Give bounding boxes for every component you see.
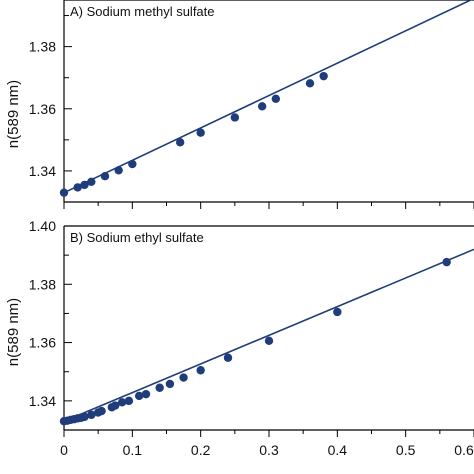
data-point [97, 406, 106, 416]
x-tick-label: 0.4 [328, 442, 348, 458]
y-axis-label: n(589 nm) [5, 298, 22, 366]
data-point [155, 383, 164, 392]
y-tick-label: 1.36 [29, 335, 56, 351]
data-point [257, 102, 267, 111]
data-point [305, 79, 315, 88]
data-point [230, 113, 240, 122]
data-point [264, 336, 274, 346]
data-point [223, 353, 233, 362]
data-point [179, 373, 188, 382]
y-tick-label: 1.40 [29, 218, 56, 234]
y-axis-label: n(589 nm) [5, 80, 22, 148]
x-tick-label: 0.1 [123, 442, 143, 458]
panel-title: A) Sodium methyl sulfate [70, 4, 215, 19]
data-point [100, 172, 110, 181]
y-tick-label: 1.34 [29, 163, 56, 179]
x-tick-label: 0 [60, 442, 68, 458]
data-point [80, 180, 89, 190]
data-point [333, 307, 342, 317]
data-point [271, 94, 281, 104]
data-point [134, 391, 144, 401]
y-tick-label: 1.38 [29, 276, 56, 292]
data-point [128, 159, 137, 169]
data-point [111, 401, 120, 410]
data-point [73, 183, 82, 192]
data-point [196, 366, 205, 375]
x-tick-label: 0.2 [191, 442, 211, 458]
data-point [117, 398, 127, 407]
panel-title: B) Sodium ethyl sulfate [70, 230, 204, 245]
data-point [59, 188, 69, 197]
panel-a: 1.34 1.36 1.38 n(589 nm) A) Sodium methyl su… [5, 0, 474, 209]
fit-line [63, 0, 473, 194]
data-point [442, 257, 451, 267]
data-point [87, 410, 96, 420]
data-point [87, 177, 96, 186]
x-tick-label: 0.6 [454, 442, 474, 458]
data-point [114, 166, 123, 175]
y-tick-label: 1.34 [29, 393, 56, 409]
fit-line [63, 248, 474, 422]
data-point [165, 379, 175, 389]
x-tick-label: 0.5 [396, 442, 416, 458]
data-point [124, 396, 134, 406]
data-point [141, 389, 151, 399]
data-point [80, 412, 89, 422]
panel-b: 1.34 1.36 1.38 1.40 0 0.1 0.2 0.3 0.4 0.5 0.6 n(589… [5, 218, 474, 458]
y-tick-label: 1.38 [29, 39, 56, 55]
data-point [319, 71, 328, 81]
x-tick-label: 0.3 [259, 442, 279, 458]
data-point [175, 138, 185, 147]
y-tick-label: 1.36 [29, 101, 56, 117]
data-point [196, 128, 205, 137]
